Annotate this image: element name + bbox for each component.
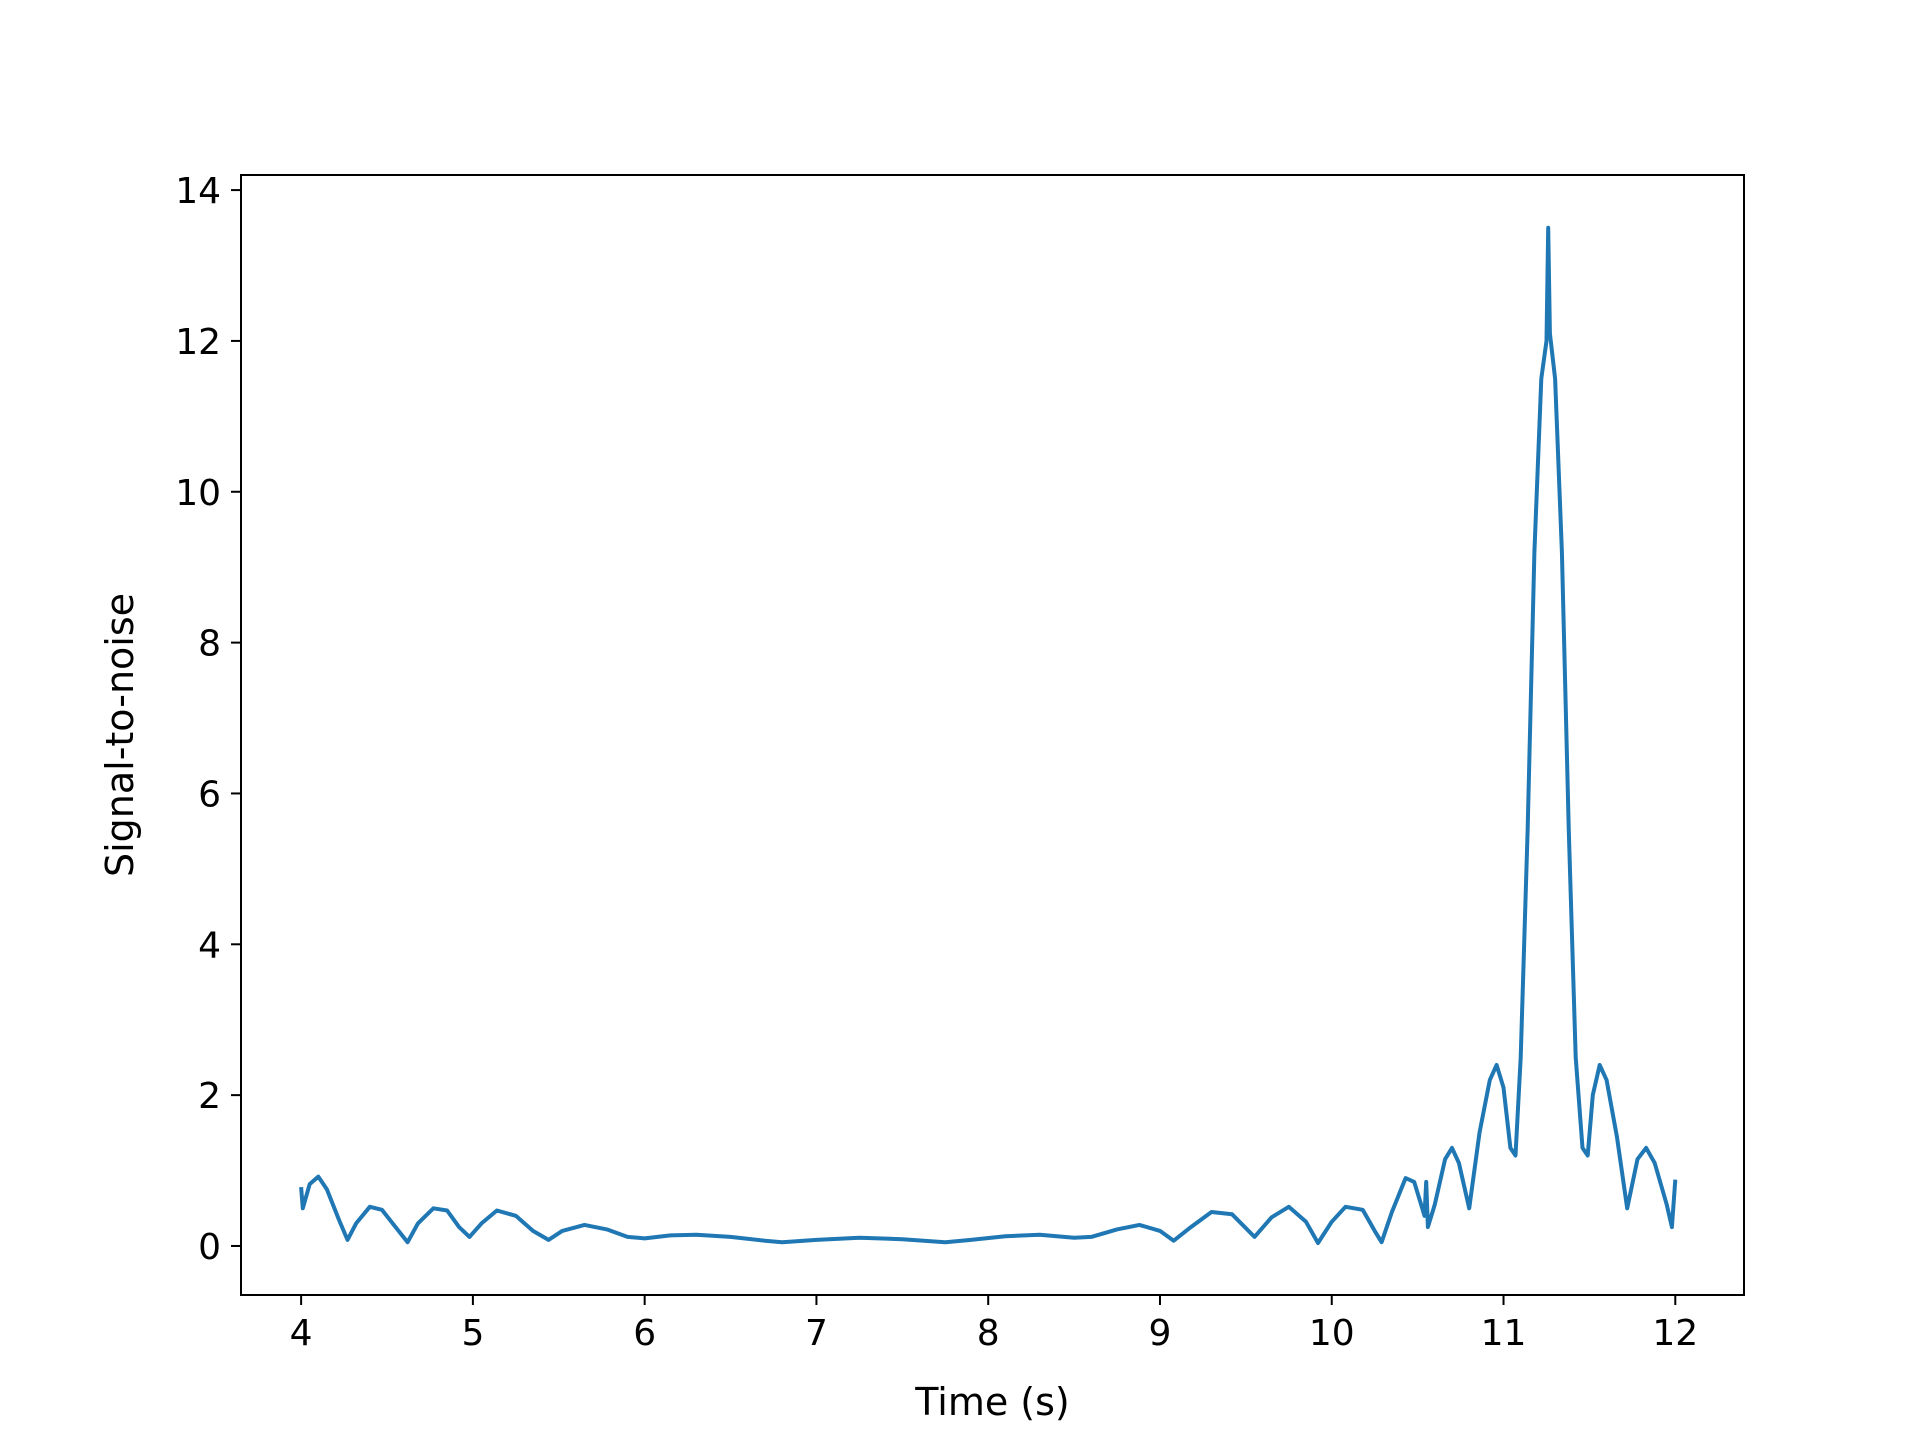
- x-tick-label: 7: [805, 1313, 828, 1354]
- x-tick-label: 11: [1481, 1313, 1527, 1354]
- x-tick-label: 5: [461, 1313, 484, 1354]
- y-tick-label: 8: [198, 624, 221, 665]
- x-tick-label: 4: [290, 1313, 313, 1354]
- y-ticks: 0 2 4 6 8 10 12 14: [175, 171, 241, 1268]
- series-line-0: [299, 225, 1678, 1245]
- y-tick-label: 4: [198, 925, 221, 966]
- series-layer: [299, 225, 1678, 1245]
- y-axis-label: Signal-to-noise: [98, 593, 142, 877]
- plot-frame: [240, 174, 1745, 1296]
- plot-area: [241, 175, 1744, 1295]
- y-tick-label: 10: [175, 473, 221, 514]
- x-tick-label: 12: [1652, 1313, 1698, 1354]
- x-tick-label: 8: [977, 1313, 1000, 1354]
- y-tick-label: 6: [198, 774, 221, 815]
- x-tick-label: 10: [1309, 1313, 1355, 1354]
- y-tick-label: 0: [198, 1227, 221, 1268]
- x-ticks: 4 5 6 7 8 9 10 11 12: [290, 1295, 1698, 1354]
- x-tick-label: 6: [633, 1313, 656, 1354]
- y-tick-label: 2: [198, 1076, 221, 1117]
- x-axis-label: Time (s): [914, 1380, 1070, 1424]
- y-tick-label: 14: [175, 171, 221, 212]
- x-tick-label: 9: [1149, 1313, 1172, 1354]
- y-tick-label: 12: [175, 322, 221, 363]
